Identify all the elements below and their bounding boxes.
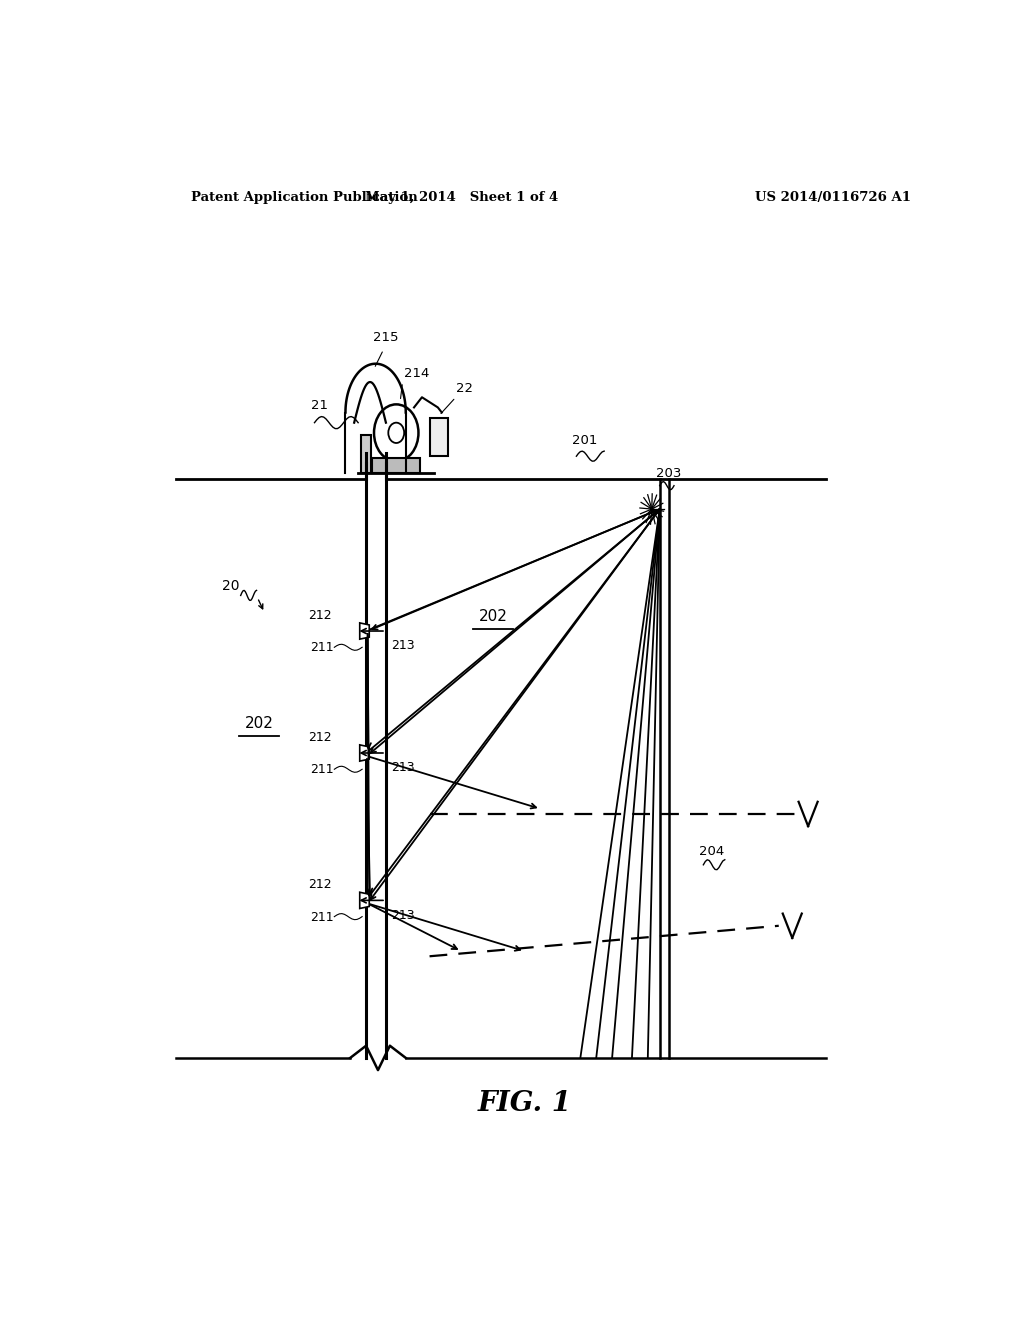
Text: 214: 214 [404,367,429,380]
Text: 204: 204 [699,845,725,858]
Text: 20: 20 [221,579,240,594]
Text: Patent Application Publication: Patent Application Publication [191,190,418,203]
Text: 213: 213 [391,908,415,921]
Text: 203: 203 [655,466,681,479]
Text: 212: 212 [308,878,332,891]
Polygon shape [359,623,370,639]
Polygon shape [359,744,370,762]
Text: 21: 21 [310,400,328,412]
Text: 212: 212 [308,609,332,622]
Text: 202: 202 [478,609,508,624]
Polygon shape [359,892,370,908]
Text: 213: 213 [391,762,415,775]
Text: 211: 211 [310,763,334,776]
Text: 215: 215 [373,331,398,345]
Text: US 2014/0116726 A1: US 2014/0116726 A1 [755,190,911,203]
Text: 213: 213 [391,639,415,652]
Text: 211: 211 [310,642,334,655]
Text: 22: 22 [456,383,473,395]
Text: May 1, 2014   Sheet 1 of 4: May 1, 2014 Sheet 1 of 4 [365,190,558,203]
Text: FIG. 1: FIG. 1 [478,1090,571,1117]
Text: 201: 201 [572,434,598,447]
Text: 202: 202 [245,715,273,730]
Bar [361,434,371,474]
Bar [430,417,447,457]
Text: 212: 212 [308,731,332,743]
Bar [373,458,420,474]
Text: 211: 211 [310,911,334,924]
